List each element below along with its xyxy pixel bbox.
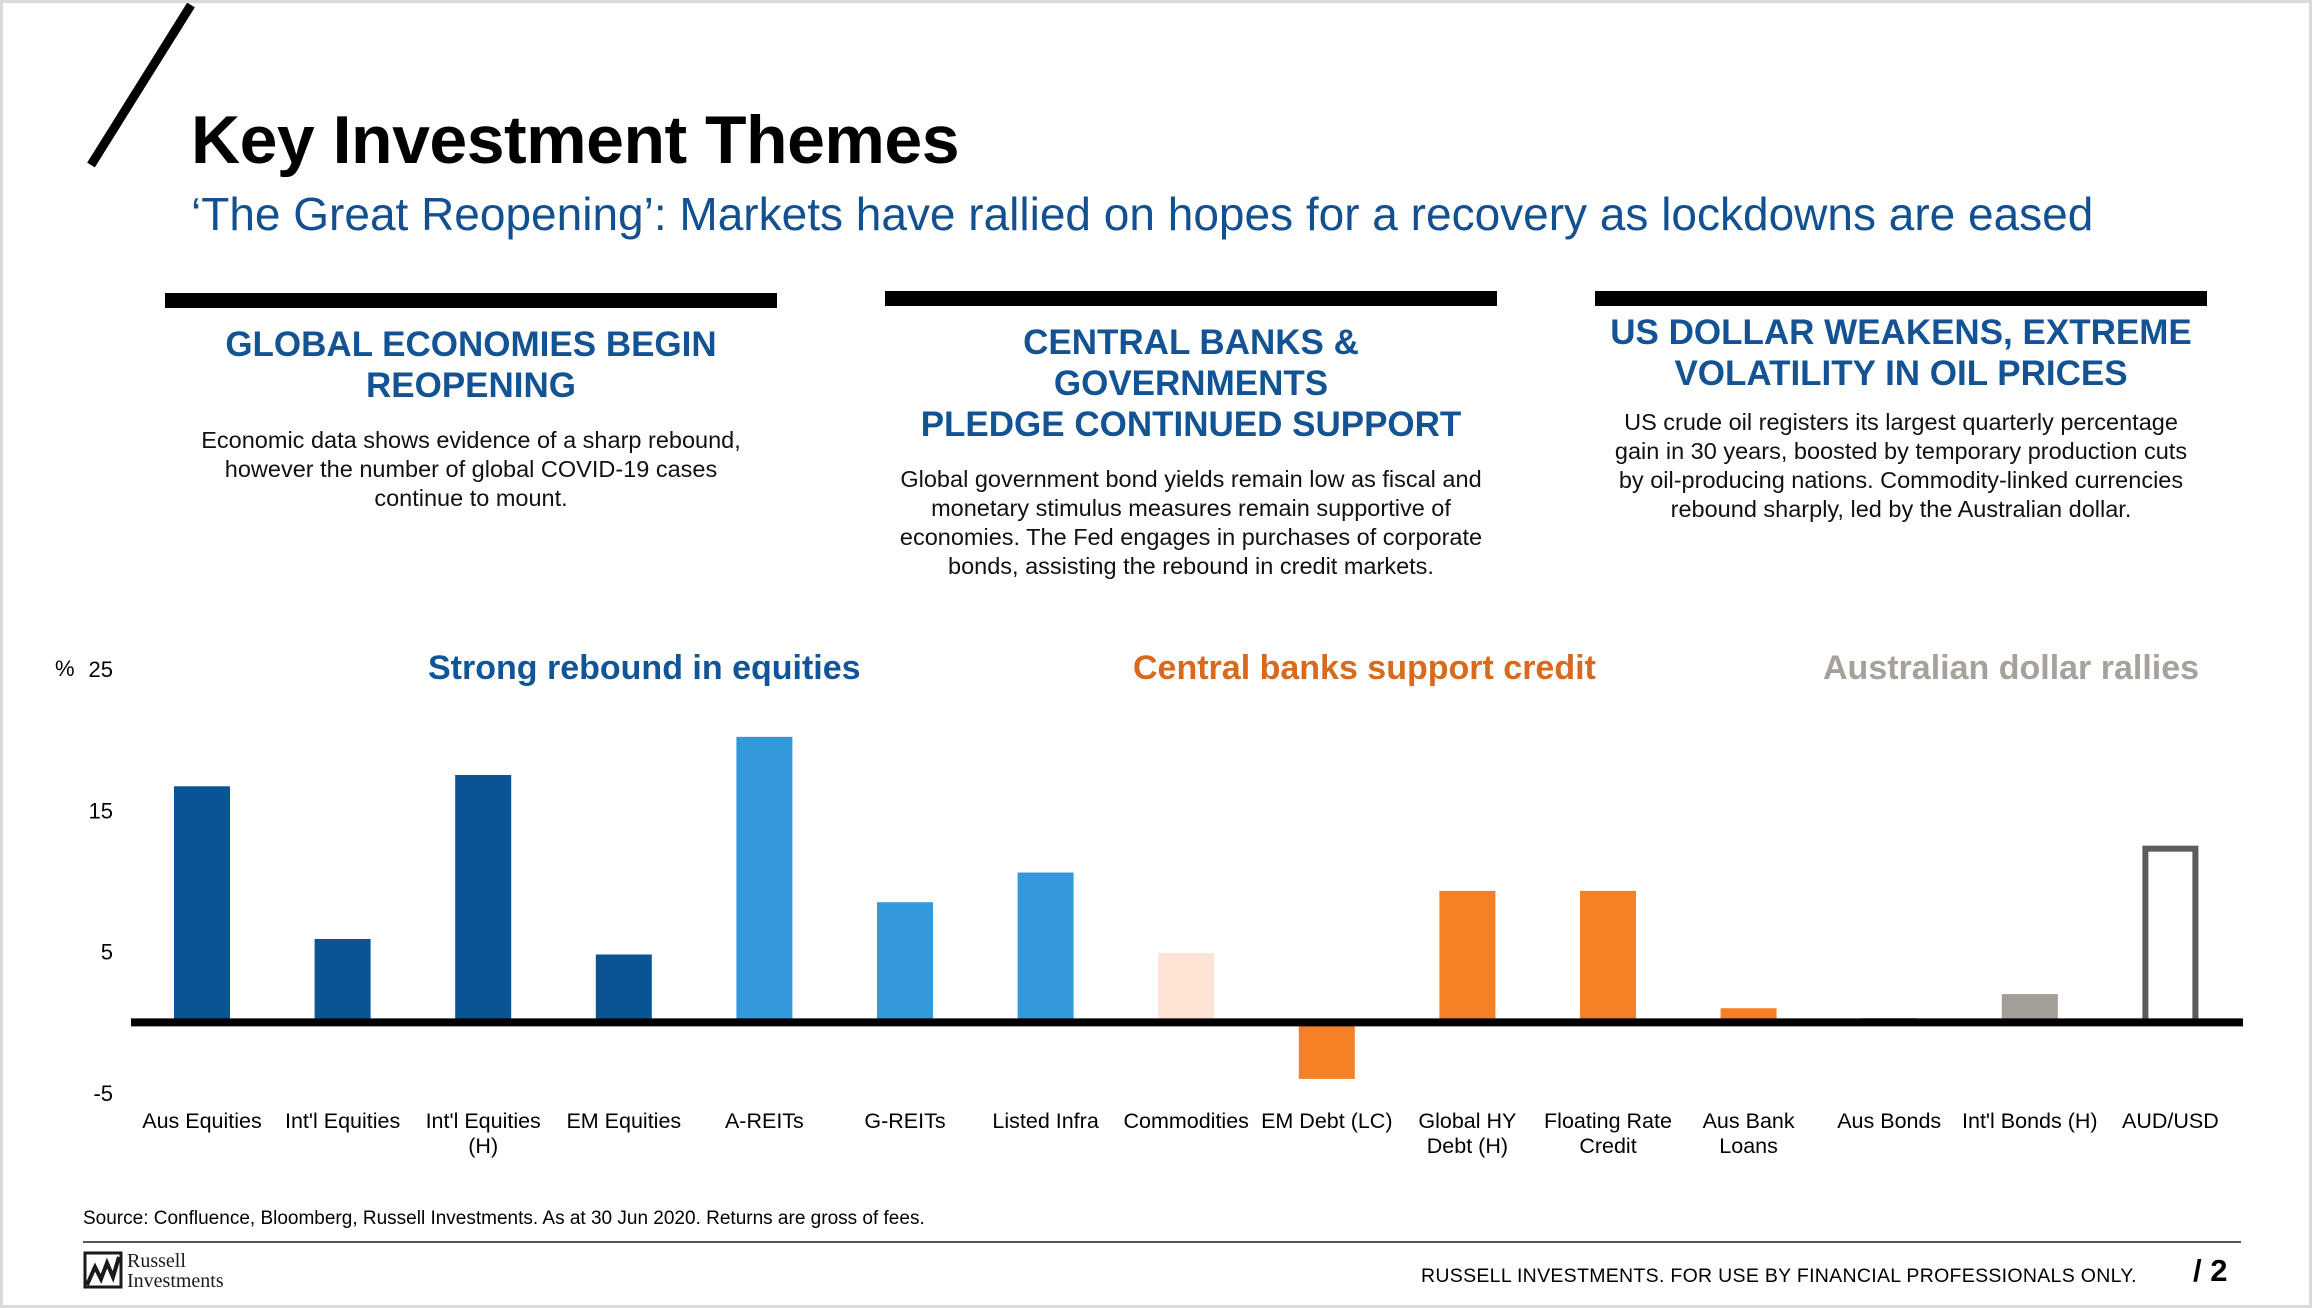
bar: [2001, 994, 2058, 1023]
bar: [1439, 890, 1496, 1023]
page-subtitle: ‘The Great Reopening’: Markets have rall…: [191, 188, 2094, 240]
x-tick-label: EM Debt (LC): [1261, 1109, 1392, 1133]
theme-body: Economic data shows evidence of a sharp …: [201, 427, 741, 511]
theme-column-1: GLOBAL ECONOMIES BEGIN REOPENING Economi…: [165, 293, 777, 513]
x-tick-label-line2: Debt (H): [1427, 1134, 1508, 1158]
y-tick-label: -5: [93, 1081, 113, 1106]
bar: [877, 902, 933, 1023]
bar: [1158, 953, 1215, 1023]
y-tick-label: 15: [89, 798, 113, 823]
bar: [314, 938, 371, 1023]
theme-column-2: CENTRAL BANKS & GOVERNMENTS PLEDGE CONTI…: [885, 291, 1497, 581]
theme-body: Global government bond yields remain low…: [899, 466, 1483, 579]
theme-heading: CENTRAL BANKS & GOVERNMENTS PLEDGE CONTI…: [920, 323, 1462, 444]
footer-disclaimer: RUSSELL INVESTMENTS. FOR USE BY FINANCIA…: [1421, 1265, 2137, 1287]
logo-mark: Russell Investments: [83, 1250, 224, 1292]
bar: [174, 786, 230, 1023]
y-tick-label: 25: [89, 657, 113, 682]
x-tick-label: Int'l Equities: [426, 1109, 541, 1133]
theme-divider: [165, 293, 777, 308]
theme-column-3: US DOLLAR WEAKENS, EXTREME VOLATILITY IN…: [1595, 291, 2207, 524]
bars: [174, 736, 2199, 1079]
logo-line-2: Investments: [127, 1270, 224, 1291]
bar: [455, 775, 512, 1023]
theme-divider: [885, 291, 1497, 306]
page-title: Key Investment Themes: [191, 102, 960, 178]
x-tick-label-line2: (H): [468, 1134, 498, 1158]
theme-heading: US DOLLAR WEAKENS, EXTREME VOLATILITY IN…: [1610, 313, 2192, 393]
theme-body: US crude oil registers its largest quart…: [1614, 409, 2188, 522]
returns-bar-chart: % -5 5 15 25 Aus Equities Int'l Equities Int'l…: [55, 656, 2243, 1158]
slash-decoration: [87, 3, 195, 168]
russell-logo: Russell Investments: [83, 1247, 263, 1296]
x-tick-label: A-REITs: [725, 1109, 804, 1133]
x-tick-label: EM Equities: [566, 1109, 681, 1133]
page-number: / 2: [2193, 1253, 2228, 1288]
source-note: Source: Confluence, Bloomberg, Russell I…: [83, 1208, 925, 1229]
bar: [736, 736, 793, 1023]
footer-divider: [83, 1241, 2241, 1243]
x-tick-label-line2: Credit: [1579, 1134, 1636, 1158]
x-tick-label: Int'l Bonds (H): [1962, 1109, 2098, 1133]
x-tick-label: Floating Rate: [1544, 1109, 1672, 1133]
bar: [1017, 872, 1074, 1023]
x-tick-label: Global HY: [1418, 1109, 1516, 1133]
x-tick-label: Aus Equities: [142, 1109, 262, 1133]
y-axis: % -5 5 15 25: [55, 656, 113, 1106]
y-axis-label: %: [55, 656, 75, 681]
chart-group-title-currency: Australian dollar rallies: [1823, 649, 2200, 687]
x-tick-label: Listed Infra: [992, 1109, 1098, 1133]
bar: [1298, 1022, 1355, 1079]
theme-heading: GLOBAL ECONOMIES BEGIN REOPENING: [225, 325, 717, 405]
logo-line-1: Russell: [127, 1250, 186, 1272]
y-tick-label: 5: [101, 940, 113, 965]
chart-group-title-equities: Strong rebound in equities: [428, 649, 861, 687]
chart-group-title-credit: Central banks support credit: [1133, 649, 1596, 687]
x-tick-label: G-REITs: [864, 1109, 945, 1133]
bar: [1580, 890, 1636, 1023]
x-tick-label: AUD/USD: [2122, 1109, 2219, 1133]
bar: [595, 954, 652, 1023]
x-tick-label-line2: Loans: [1719, 1134, 1778, 1158]
x-axis-labels: Aus Equities Int'l Equities Int'l Equities…: [142, 1109, 2219, 1158]
x-tick-label: Aus Bonds: [1837, 1109, 1941, 1133]
theme-divider: [1595, 291, 2207, 306]
x-tick-label: Int'l Equities: [285, 1109, 400, 1133]
x-tick-label: Commodities: [1123, 1109, 1248, 1133]
x-tick-label: Aus Bank: [1703, 1109, 1795, 1133]
bar: [2142, 845, 2199, 1026]
